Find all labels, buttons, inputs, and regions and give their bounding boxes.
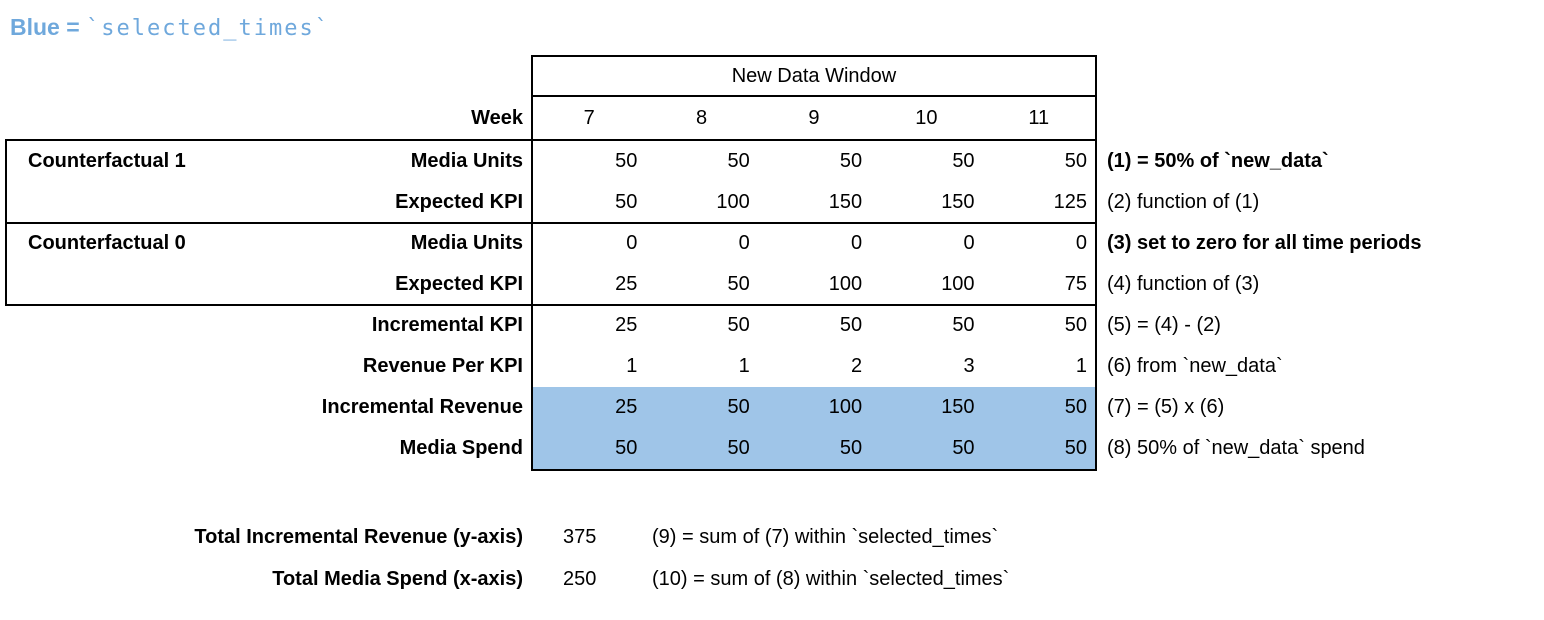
table-row: 25 50 100 100 75 <box>533 264 1095 305</box>
table-cell: 50 <box>615 191 638 213</box>
table-cell: 125 <box>1053 191 1087 213</box>
table-cell: 50 <box>839 437 863 459</box>
total-incremental-revenue-label: Total Incremental Revenue (y-axis) <box>194 526 523 548</box>
annotation-6: (6) from `new_data` <box>1107 355 1283 377</box>
week-cell: 7 <box>583 106 595 129</box>
table-cell: 0 <box>738 232 750 254</box>
week-cell: 8 <box>696 106 708 129</box>
table-cell: 50 <box>1064 150 1087 172</box>
total-media-spend-label: Total Media Spend (x-axis) <box>272 568 523 590</box>
table-cell: 2 <box>851 355 863 377</box>
row-label-media-units-cf1: Media Units <box>410 150 523 172</box>
week-cell: 11 <box>1028 106 1050 129</box>
table-cell: 1 <box>738 355 750 377</box>
divider-line <box>531 222 1097 224</box>
table-row: 50 100 150 150 125 <box>533 182 1095 223</box>
table-cell: 1 <box>1075 355 1087 377</box>
total-media-spend-value: 250 <box>563 568 597 590</box>
table-cell: 3 <box>963 355 975 377</box>
row-label-incremental-kpi: Incremental KPI <box>371 314 523 336</box>
row-label-media-units-cf0: Media Units <box>410 232 523 254</box>
annotation-1: (1) = 50% of `new_data` <box>1107 150 1329 172</box>
row-label-expected-kpi-cf1: Expected KPI <box>395 191 523 213</box>
table-cell: 50 <box>727 273 750 295</box>
row-label-expected-kpi-cf0: Expected KPI <box>395 273 523 295</box>
table-cell: 25 <box>615 273 638 295</box>
table-cell: 100 <box>828 396 863 418</box>
table-row: 50 50 50 50 50 <box>533 141 1095 182</box>
table-cell: 50 <box>727 314 750 336</box>
table-cell: 0 <box>626 232 638 254</box>
table-cell: 150 <box>941 191 975 213</box>
table-cell: 0 <box>963 232 975 254</box>
table-cell: 0 <box>1075 232 1087 254</box>
week-cell: 9 <box>808 106 820 129</box>
week-row-label: Week <box>471 107 523 129</box>
week-row: 7 8 9 10 11 <box>531 97 1097 139</box>
table-row: 0 0 0 0 0 <box>533 223 1095 264</box>
row-label-media-spend: Media Spend <box>399 437 523 459</box>
table-row: 25 50 50 50 50 <box>533 305 1095 346</box>
table-cell: 150 <box>828 191 863 213</box>
table-cell: 50 <box>727 437 750 459</box>
table-cell: 50 <box>952 150 975 172</box>
table-cell: 50 <box>1064 314 1087 336</box>
total-incremental-revenue-value: 375 <box>563 526 597 548</box>
row-label-incremental-revenue: Incremental Revenue <box>321 396 523 418</box>
table-cell: 50 <box>839 314 863 336</box>
table-cell: 50 <box>727 150 750 172</box>
table-cell: 50 <box>1064 396 1087 418</box>
table-cell: 100 <box>716 191 750 213</box>
annotation-10: (10) = sum of (8) within `selected_times… <box>652 568 1010 590</box>
annotation-8: (8) 50% of `new_data` spend <box>1107 437 1365 459</box>
annotation-7: (7) = (5) x (6) <box>1107 396 1225 418</box>
table-cell: 150 <box>941 396 975 418</box>
table-cell: 25 <box>615 396 638 418</box>
legend-code: `selected_times` <box>86 16 330 41</box>
table-cell: 50 <box>839 150 863 172</box>
new-data-window-title: New Data Window <box>731 64 897 87</box>
table-cell: 50 <box>1064 437 1087 459</box>
annotation-9: (9) = sum of (7) within `selected_times` <box>652 526 999 548</box>
annotation-5: (5) = (4) - (2) <box>1107 314 1221 336</box>
table-cell: 50 <box>615 150 638 172</box>
new-data-window-header: New Data Window <box>531 55 1097 97</box>
counterfactual-0-label: Counterfactual 0 <box>28 232 186 254</box>
table-cell: 0 <box>851 232 863 254</box>
table-cell: 50 <box>952 437 975 459</box>
counterfactual-1-label: Counterfactual 1 <box>28 150 186 172</box>
table-cell: 50 <box>615 437 638 459</box>
table-cell: 75 <box>1064 273 1087 295</box>
table-cell: 100 <box>941 273 975 295</box>
divider-line <box>5 222 533 224</box>
annotation-4: (4) function of (3) <box>1107 273 1260 295</box>
legend-label: Blue = <box>10 14 87 40</box>
table-cell: 25 <box>615 314 638 336</box>
row-label-revenue-per-kpi: Revenue Per KPI <box>362 355 523 377</box>
table-cell: 100 <box>828 273 863 295</box>
table-cell: 1 <box>626 355 638 377</box>
annotation-3: (3) set to zero for all time periods <box>1107 232 1422 254</box>
table-row-highlighted: 25 50 100 150 50 <box>533 387 1095 428</box>
table-row: 1 1 2 3 1 <box>533 346 1095 387</box>
annotation-2: (2) function of (1) <box>1107 191 1260 213</box>
divider-line <box>531 304 1097 306</box>
table-cell: 50 <box>727 396 750 418</box>
week-cell: 10 <box>915 106 938 129</box>
legend-note: Blue = `selected_times` <box>10 14 330 41</box>
table-cell: 50 <box>952 314 975 336</box>
table-row-highlighted: 50 50 50 50 50 <box>533 428 1095 469</box>
